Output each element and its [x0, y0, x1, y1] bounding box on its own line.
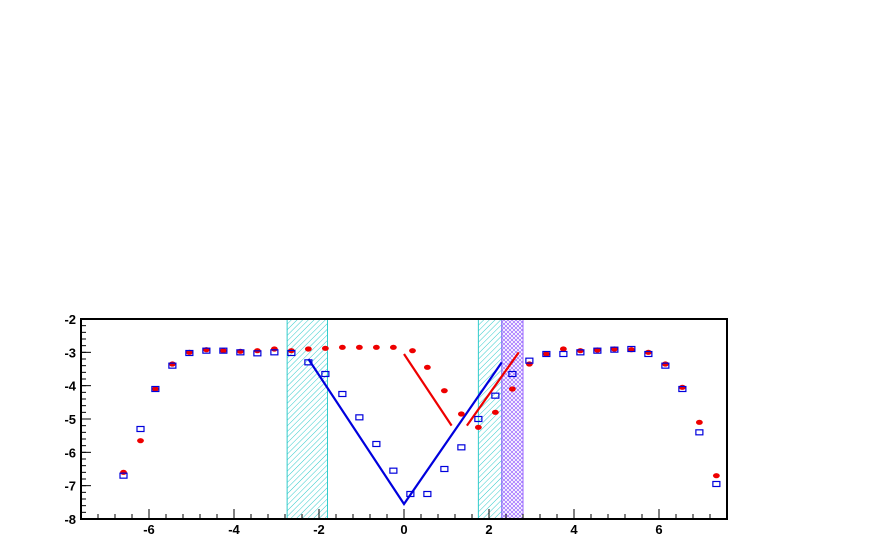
- data-point-blue-4: [168, 362, 177, 369]
- shaded-band-3: [501, 318, 524, 520]
- data-point-blue-36: [712, 480, 721, 488]
- data-point-blue-25: [525, 357, 534, 364]
- data-point-red-24: [508, 386, 516, 392]
- data-point-blue-18: [406, 490, 415, 498]
- data-point-red-22: [474, 424, 482, 430]
- fit-line-red-2: [403, 353, 453, 427]
- data-point-blue-34: [678, 385, 687, 393]
- data-point-blue-6: [202, 347, 211, 354]
- y-tick-label: -7: [64, 479, 76, 494]
- y-tick-label: -8: [64, 512, 76, 527]
- data-point-red-25: [525, 361, 533, 367]
- data-point-red-2: [137, 438, 144, 444]
- tick-layer: -6 -4 -2 0 2 4 6 -2 -3 -4 -5 -6 -7 -8: [64, 312, 728, 537]
- data-point-blue-28: [576, 349, 585, 356]
- data-point-blue-13: [321, 370, 330, 378]
- data-point-red-32: [644, 349, 652, 355]
- data-point-blue-22: [474, 415, 483, 423]
- data-point-red-7: [219, 348, 227, 354]
- x-tick-label: -4: [228, 522, 240, 537]
- data-point-blue-27: [559, 350, 568, 358]
- data-point-red-33: [661, 361, 669, 367]
- data-point-blue-33: [661, 362, 670, 369]
- data-point-blue-19: [423, 490, 432, 498]
- data-point-red-15: [355, 344, 363, 350]
- fit-line-blue-1: [307, 358, 503, 506]
- data-point-blue-24: [508, 370, 517, 378]
- data-point-red-26: [542, 351, 550, 357]
- x-tick-label: 2: [485, 522, 492, 537]
- data-point-blue-31: [627, 345, 636, 353]
- data-point-blue-9: [253, 350, 262, 357]
- data-point-blue-3: [151, 385, 160, 393]
- data-point-red-19: [423, 364, 431, 370]
- data-point-blue-17: [389, 467, 398, 474]
- x-tick-label: 6: [655, 522, 662, 537]
- data-point-red-20: [440, 388, 448, 394]
- data-point-red-3: [151, 386, 159, 392]
- x-tick-label: 0: [400, 522, 407, 537]
- marker-layer: [119, 344, 721, 498]
- data-point-red-28: [576, 348, 584, 354]
- data-point-red-35: [695, 419, 703, 425]
- data-point-red-23: [491, 409, 499, 415]
- data-point-blue-14: [338, 390, 347, 398]
- x-tick-label: -2: [313, 522, 325, 537]
- data-point-blue-15: [355, 414, 364, 421]
- data-point-blue-12: [304, 359, 313, 366]
- data-point-red-10: [270, 346, 278, 352]
- data-point-blue-2: [136, 425, 145, 433]
- data-point-blue-35: [695, 429, 704, 436]
- data-point-blue-10: [270, 349, 279, 356]
- data-point-red-27: [559, 346, 567, 352]
- data-point-red-12: [304, 346, 312, 352]
- y-tick-label: -5: [64, 412, 76, 427]
- y-tick-label: -4: [64, 379, 76, 394]
- data-point-red-36: [712, 473, 720, 479]
- data-point-red-1: [120, 469, 127, 475]
- data-point-blue-5: [185, 349, 194, 357]
- data-point-blue-20: [440, 465, 449, 473]
- data-point-red-4: [168, 361, 176, 367]
- x-tick-label: -6: [143, 522, 155, 537]
- data-point-red-18: [409, 348, 416, 354]
- data-point-blue-30: [610, 346, 619, 353]
- data-point-blue-32: [644, 350, 653, 358]
- y-tick-label: -3: [64, 345, 76, 360]
- fit-line-layer: [307, 351, 520, 506]
- data-point-red-17: [389, 344, 397, 350]
- data-point-red-16: [372, 344, 380, 350]
- y-tick-label: -6: [64, 445, 76, 460]
- data-point-blue-7: [219, 347, 228, 354]
- data-point-blue-29: [593, 347, 602, 354]
- y-tick-label: -2: [64, 312, 76, 327]
- data-point-blue-11: [287, 349, 296, 357]
- data-point-red-13: [321, 345, 329, 351]
- data-point-red-21: [457, 411, 465, 417]
- data-point-red-14: [338, 344, 346, 350]
- data-point-blue-23: [491, 392, 500, 399]
- data-point-blue-16: [372, 440, 381, 448]
- x-tick-label: 4: [570, 522, 578, 537]
- fit-line-red-3: [466, 351, 520, 427]
- data-point-red-34: [678, 384, 686, 390]
- data-point-blue-21: [457, 444, 466, 451]
- data-point-blue-1: [119, 472, 128, 479]
- data-point-blue-8: [236, 349, 245, 356]
- data-point-blue-26: [542, 350, 551, 358]
